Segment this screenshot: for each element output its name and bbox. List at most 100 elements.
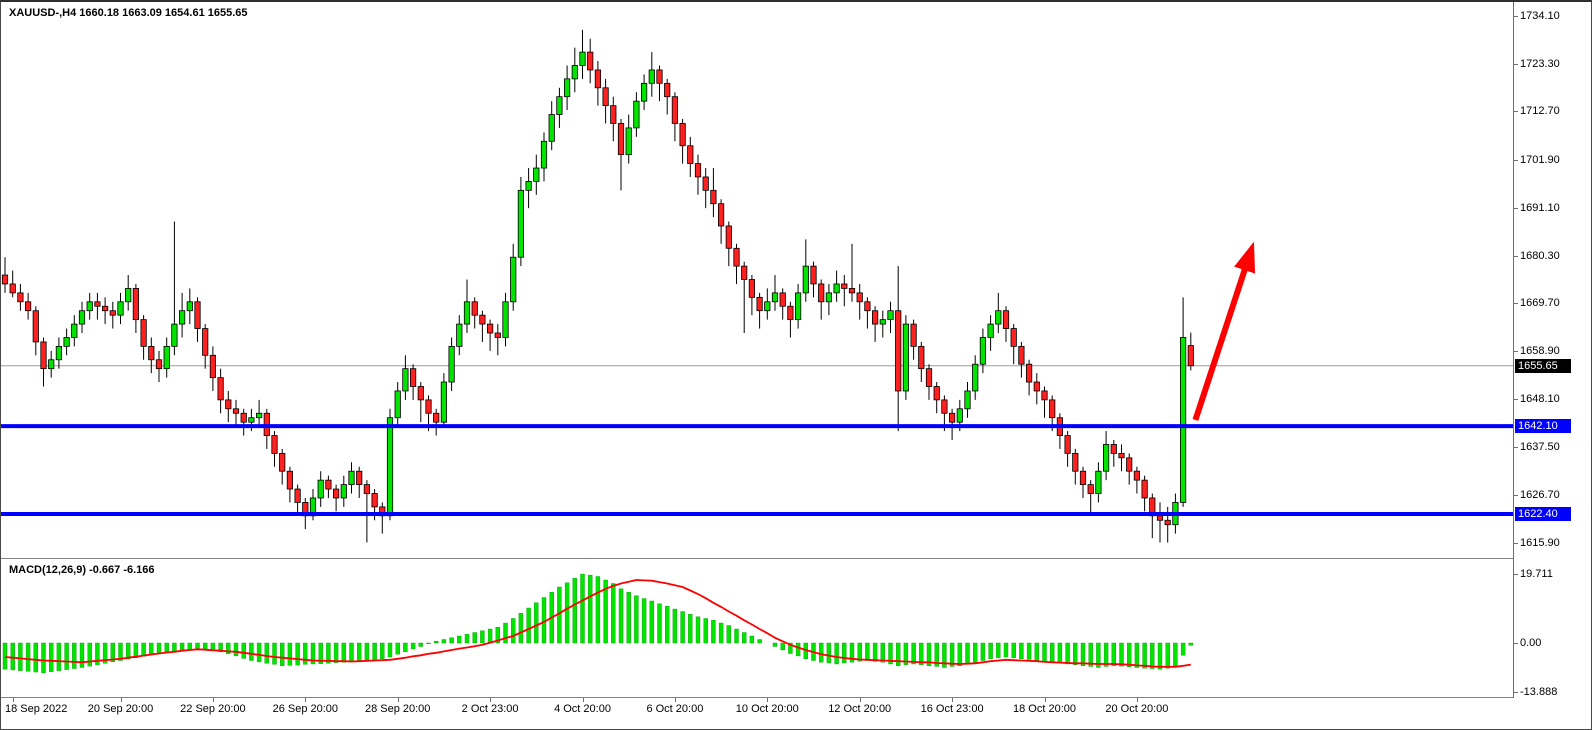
candle-bull[interactable]: [964, 390, 971, 410]
candle-bull[interactable]: [510, 256, 517, 303]
candle-bear[interactable]: [933, 386, 940, 401]
candle-bear[interactable]: [949, 412, 956, 423]
candle-bear[interactable]: [1049, 399, 1056, 419]
macd-indicator-canvas[interactable]: [1, 559, 1592, 697]
candle-bear[interactable]: [733, 247, 740, 267]
candle-bull[interactable]: [402, 368, 409, 392]
candle-bear[interactable]: [1087, 484, 1094, 494]
candle-bear[interactable]: [872, 310, 879, 325]
candle-bear[interactable]: [271, 435, 278, 454]
candle-bear[interactable]: [1118, 452, 1125, 459]
candle-bear[interactable]: [209, 354, 216, 378]
candle-bull[interactable]: [641, 82, 648, 102]
candle-bear[interactable]: [279, 452, 286, 472]
candle-bull[interactable]: [579, 51, 586, 66]
candle-bull[interactable]: [1180, 337, 1187, 503]
candle-bull[interactable]: [956, 408, 963, 423]
candle-bear[interactable]: [155, 359, 163, 370]
candle-bull[interactable]: [463, 301, 471, 325]
candle-bear[interactable]: [925, 368, 933, 387]
candle-bull[interactable]: [171, 323, 178, 347]
time-axis[interactable]: 18 Sep 2022 20 Sep 20:00 22 Sep 20:00 26 Se…: [1, 698, 1513, 729]
price-axis[interactable]: 1734.10 1723.30 1712.70 1701.90 1691.10 1680.…: [1513, 2, 1591, 698]
candle-bear[interactable]: [1072, 452, 1079, 472]
candle-bull[interactable]: [1103, 444, 1110, 472]
candle-bull[interactable]: [648, 69, 655, 84]
candle-bull[interactable]: [902, 323, 910, 392]
candle-bear[interactable]: [918, 345, 925, 370]
candle-bull[interactable]: [48, 359, 55, 370]
candle-bear[interactable]: [710, 189, 717, 205]
candle-bull[interactable]: [55, 345, 63, 361]
candle-bear[interactable]: [841, 283, 848, 289]
candle-bull[interactable]: [540, 140, 548, 169]
candle-bear[interactable]: [617, 123, 625, 156]
candle-bear[interactable]: [294, 488, 301, 503]
candle-bear[interactable]: [694, 163, 702, 178]
candle-bear[interactable]: [32, 310, 39, 343]
candle-bull[interactable]: [394, 390, 401, 419]
candle-bull[interactable]: [556, 96, 563, 115]
candle-bull[interactable]: [995, 310, 1002, 325]
candle-bull[interactable]: [440, 381, 448, 423]
candle-bull[interactable]: [255, 412, 263, 419]
candle-bear[interactable]: [433, 412, 440, 423]
candle-bull[interactable]: [525, 181, 532, 191]
candle-bear[interactable]: [602, 87, 609, 107]
candle-bull[interactable]: [795, 292, 802, 321]
candle-bear[interactable]: [1187, 345, 1194, 367]
candle-bear[interactable]: [779, 292, 786, 307]
candle-bear[interactable]: [941, 399, 948, 414]
candle-bull[interactable]: [979, 337, 987, 365]
candle-bear[interactable]: [741, 265, 748, 280]
candle-bear[interactable]: [687, 145, 694, 164]
candle-bull[interactable]: [633, 100, 640, 129]
candle-bear[interactable]: [202, 328, 209, 356]
candle-bull[interactable]: [987, 323, 994, 338]
candle-bull[interactable]: [186, 301, 193, 312]
candle-bear[interactable]: [40, 341, 47, 370]
candle-bear[interactable]: [818, 283, 825, 303]
candle-bear[interactable]: [1010, 328, 1017, 347]
candle-bull[interactable]: [448, 345, 455, 383]
candle-bear[interactable]: [494, 332, 501, 338]
candle-bull[interactable]: [456, 323, 463, 347]
candle-bear[interactable]: [240, 412, 247, 423]
candle-bull[interactable]: [517, 189, 525, 258]
candle-bear[interactable]: [656, 69, 663, 84]
candle-bear[interactable]: [1126, 457, 1133, 472]
candle-bull[interactable]: [117, 301, 124, 316]
candle-bull[interactable]: [125, 288, 132, 303]
candle-bull[interactable]: [764, 301, 771, 312]
candle-bear[interactable]: [910, 323, 917, 347]
candle-bear[interactable]: [1018, 345, 1025, 365]
candle-bear[interactable]: [140, 319, 147, 347]
candle-bull[interactable]: [1095, 470, 1102, 494]
candle-bear[interactable]: [810, 265, 817, 285]
candle-bear[interactable]: [848, 288, 856, 294]
candle-bear[interactable]: [363, 484, 371, 494]
candle-bear[interactable]: [718, 203, 725, 227]
candle-bear[interactable]: [679, 123, 686, 147]
candle-bear[interactable]: [332, 488, 340, 499]
candle-bull[interactable]: [825, 292, 833, 303]
candle-bear[interactable]: [232, 408, 240, 414]
candle-bear[interactable]: [1, 274, 9, 285]
candle-bear[interactable]: [664, 82, 671, 98]
candle-bear[interactable]: [702, 176, 709, 191]
candle-bull[interactable]: [564, 78, 571, 98]
candle-bear[interactable]: [610, 105, 617, 124]
candle-bull[interactable]: [86, 301, 93, 312]
candle-bear[interactable]: [756, 296, 763, 312]
candle-bull[interactable]: [879, 319, 886, 325]
candle-bull[interactable]: [502, 301, 509, 338]
candle-bear[interactable]: [17, 292, 24, 303]
candle-bear[interactable]: [594, 69, 602, 89]
candle-bull[interactable]: [972, 363, 979, 392]
candle-bear[interactable]: [1026, 363, 1033, 383]
candle-bull[interactable]: [63, 337, 70, 347]
candle-bear[interactable]: [1133, 470, 1140, 481]
candle-bull[interactable]: [178, 310, 186, 325]
candle-bear[interactable]: [471, 301, 478, 316]
candle-bull[interactable]: [802, 265, 809, 294]
